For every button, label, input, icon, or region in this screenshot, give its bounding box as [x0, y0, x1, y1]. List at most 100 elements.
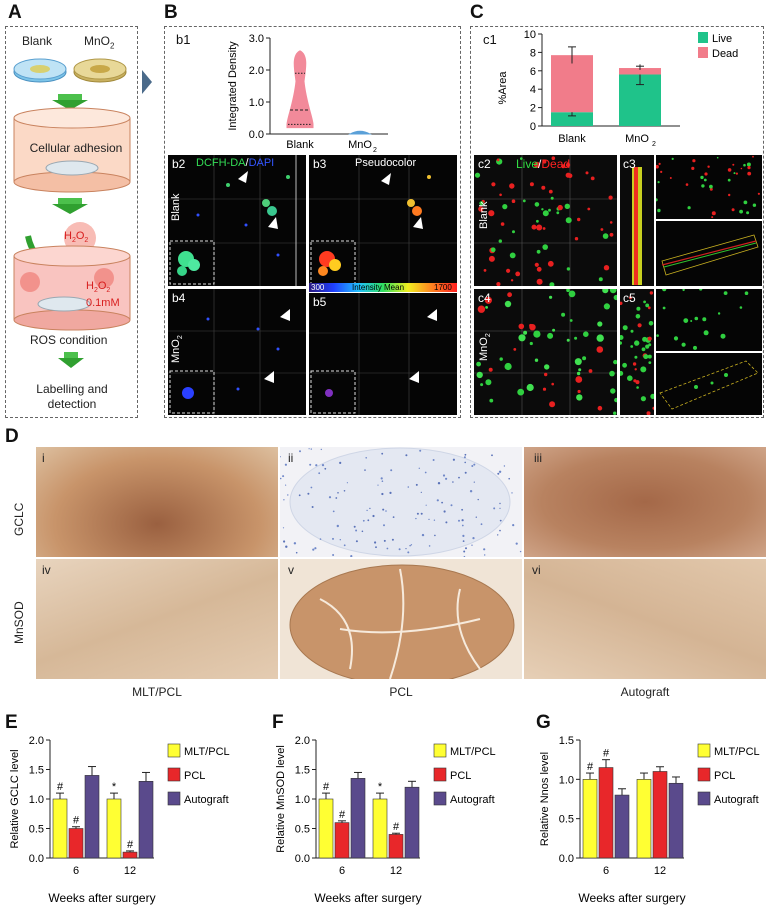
nucleus-dot: [328, 496, 332, 499]
y-tick-label: 2.0: [249, 65, 264, 77]
panel-a-schematic: [13, 58, 131, 368]
nucleus-dot: [497, 472, 500, 475]
cell-dot: [564, 203, 570, 209]
y-tick-label: 1.0: [29, 794, 44, 806]
cell-dot: [632, 362, 637, 366]
nucleus-dot: [335, 497, 338, 499]
y-tick-label: 1.5: [29, 765, 44, 777]
sub-label-b2: b2: [172, 157, 186, 171]
cell-dot: [504, 300, 512, 308]
nucleus-dot: [299, 450, 301, 453]
nucleus-dot: [471, 544, 473, 546]
cell-dot: [647, 354, 652, 359]
histology-vi: vi: [524, 559, 766, 679]
cell-dot: [600, 228, 604, 231]
nucleus-dot: [473, 463, 476, 466]
bar-autograft: [614, 794, 630, 859]
sub-label-c2: c2: [478, 157, 491, 171]
cell-dot: [703, 330, 709, 336]
image-c3-top: [656, 155, 762, 219]
cell-dot: [556, 211, 560, 215]
y-axis-label: Relative Nnos level: [539, 752, 551, 846]
bar-mlt-pcl: [582, 779, 598, 859]
nucleus-dot: [424, 471, 427, 474]
legend-swatch-dead: [698, 47, 708, 58]
cell-dot: [716, 156, 719, 159]
cell-dot: [728, 193, 731, 197]
cell-dot: [510, 279, 514, 282]
cell-dot: [542, 210, 549, 217]
row-label-mno2-b: MnO2: [170, 335, 185, 363]
nucleus-dot: [434, 534, 436, 537]
significance-mark: #: [127, 839, 134, 851]
cell-dot: [485, 306, 488, 309]
significance-mark: #: [339, 809, 346, 821]
cell-dot: [588, 369, 593, 373]
nucleus-dot: [420, 491, 422, 493]
cell-dot: [671, 157, 674, 160]
bar-autograft: [350, 778, 366, 859]
cell-dot: [574, 237, 579, 241]
nucleus-dot: [293, 542, 297, 545]
cell-dot: [583, 331, 589, 337]
bar-live: [551, 112, 593, 126]
image-b4: b4 MnO2: [168, 289, 306, 415]
nucleus-dot: [484, 554, 486, 556]
cell-dot: [691, 166, 695, 170]
cell-dot: [577, 389, 581, 394]
cell-dot: [547, 332, 554, 339]
cell-dot: [526, 383, 534, 392]
image-c4: c4 MnO2: [474, 289, 617, 415]
bar-chart-f: 0.0 0.5 1.0 1.5 2.0 Relative MnSOD level # #6 * #…: [275, 735, 496, 905]
nucleus-dot: [381, 452, 384, 455]
cell-dot: [502, 204, 508, 210]
panel-b-frame: [164, 26, 461, 418]
cell-dot: [610, 388, 616, 394]
nucleus-dot: [389, 491, 392, 494]
nucleus-dot: [511, 492, 513, 494]
nucleus-dot: [332, 537, 334, 540]
cell-dot: [634, 355, 638, 359]
y-tick-label: 0.0: [559, 853, 574, 865]
nucleus-dot: [432, 459, 435, 461]
bar-chart-g: 0.0 0.5 1.0 1.5 Relative Nnos level # #6 12 Week…: [539, 735, 760, 905]
y-tick-label: 2.0: [295, 735, 310, 747]
cell-dot: [630, 329, 634, 333]
nucleus-dot: [343, 490, 346, 492]
y-tick-label: 0.5: [295, 824, 310, 836]
cell-dot: [735, 172, 738, 175]
nucleus-dot: [355, 529, 358, 532]
x-tick-label: 6: [603, 865, 609, 877]
legend-label: Dead: [712, 48, 738, 60]
significance-mark: #: [323, 781, 330, 793]
y-tick-label: 0.5: [29, 824, 44, 836]
tile-label-vi: vi: [532, 563, 541, 577]
cell-dot: [544, 364, 550, 370]
legend-swatch-live: [698, 32, 708, 43]
y-tick-label: 3.0: [249, 33, 264, 45]
nucleus-dot: [405, 454, 408, 457]
cell-dot: [685, 183, 689, 186]
nucleus-dot: [319, 538, 322, 540]
sub-label-c4: c4: [478, 291, 491, 305]
bar-pcl: [652, 771, 668, 859]
nucleus-dot: [499, 502, 501, 505]
y-tick-label: 0.0: [249, 129, 264, 141]
nucleus-dot: [390, 469, 393, 472]
cell-dot: [541, 185, 546, 190]
y-axis-label: %Area: [497, 71, 509, 105]
sub-label-b5: b5: [313, 295, 327, 309]
cell-dot: [542, 387, 547, 391]
image-c5-side: c5: [620, 289, 654, 415]
nucleus-dot: [314, 547, 317, 550]
cell-dot: [499, 357, 503, 361]
panel-c-frame: [470, 26, 764, 418]
tile-label-i: i: [42, 451, 45, 465]
cell-dot: [642, 336, 648, 342]
cell-dot: [509, 252, 516, 259]
nucleus-dot: [407, 486, 410, 488]
cell-dot: [669, 177, 672, 179]
legend-label: PCL: [184, 770, 205, 782]
cell-dot: [576, 394, 583, 401]
significance-mark: *: [378, 781, 383, 793]
